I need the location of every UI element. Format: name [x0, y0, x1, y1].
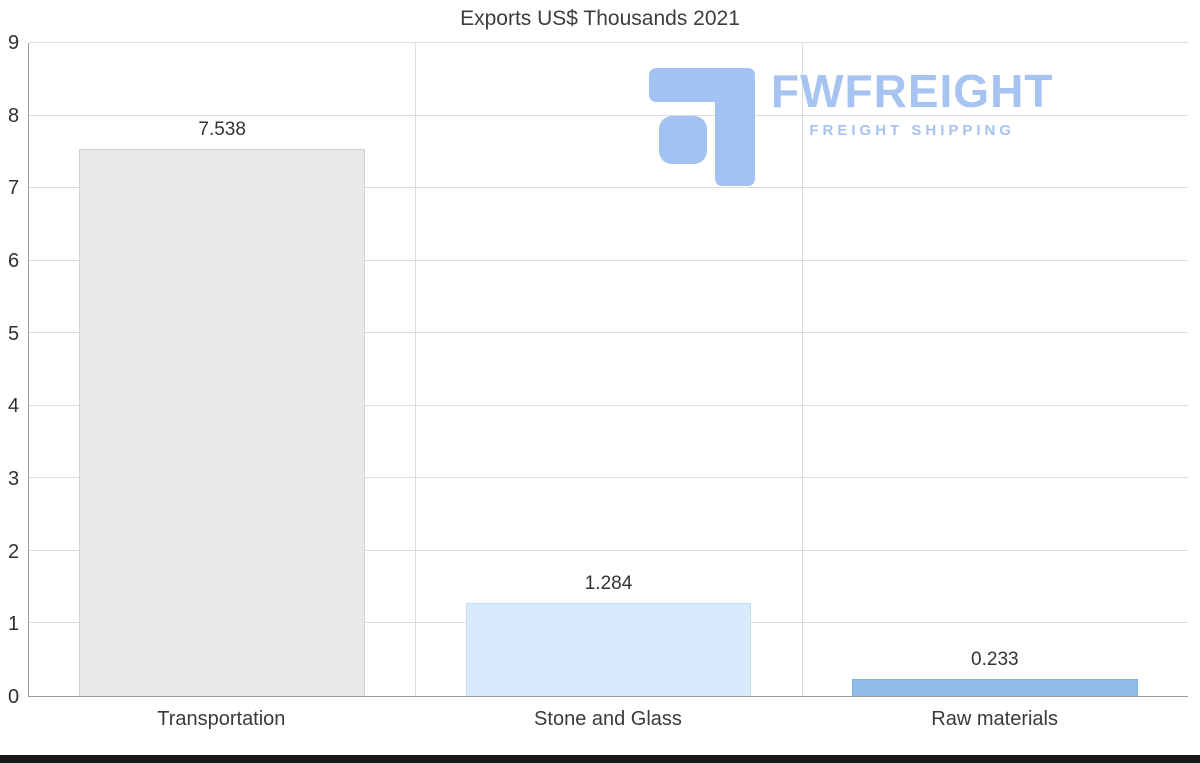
h-gridline	[29, 549, 1188, 551]
logo-text: FWFREIGHT FREIGHT SHIPPING	[771, 68, 1053, 139]
y-tick-label: 1	[8, 613, 20, 636]
bar-value-label: 0.233	[971, 649, 1019, 671]
bar-value-label: 7.538	[198, 119, 246, 141]
logo-tagline: FREIGHT SHIPPING	[809, 122, 1016, 139]
h-gridline	[29, 332, 1188, 334]
y-axis: 0 1 2 3 4 5 6 7 8 9	[0, 33, 28, 707]
y-tick-label: 8	[8, 104, 20, 127]
h-gridline	[29, 187, 1188, 189]
y-tick-label: 7	[8, 177, 20, 200]
y-tick-label: 3	[8, 468, 20, 490]
y-tick-label: 9	[8, 32, 20, 54]
y-tick-label: 0	[8, 686, 20, 708]
bottom-bar	[0, 755, 1200, 763]
bar	[851, 679, 1138, 696]
fwfreight-logo-icon	[649, 68, 755, 186]
v-gridline	[415, 43, 417, 696]
logo: FWFREIGHT FREIGHT SHIPPING	[649, 68, 1053, 188]
x-axis: Transportation Stone and Glass Raw materia…	[28, 708, 1188, 738]
category-label: Raw materials	[931, 708, 1058, 730]
h-gridline	[29, 114, 1188, 116]
logo-wordmark: FWFREIGHT	[771, 65, 1054, 117]
v-gridline	[801, 43, 803, 696]
category-band: 0.233	[802, 43, 1188, 696]
bar	[79, 149, 366, 696]
chart-title: Exports US$ Thousands 2021	[460, 7, 740, 30]
bar	[465, 602, 752, 696]
category-band: 7.538	[29, 43, 415, 696]
bar-value-label: 1.284	[584, 572, 633, 594]
category-label: Stone and Glass	[534, 708, 682, 730]
y-tick-label: 4	[8, 395, 20, 418]
category-band: 1.284	[415, 43, 801, 696]
h-gridline	[29, 477, 1188, 479]
y-tick-label: 5	[8, 322, 20, 345]
y-tick-label: 2	[8, 540, 20, 563]
y-tick-label: 6	[8, 250, 20, 272]
category-label: Transportation	[157, 708, 286, 730]
h-gridline	[29, 404, 1188, 406]
h-gridline	[29, 42, 1188, 43]
h-gridline	[29, 259, 1188, 261]
plot-area: FWFREIGHT FREIGHT SHIPPING 7.538 1.284 0.2…	[28, 42, 1188, 697]
